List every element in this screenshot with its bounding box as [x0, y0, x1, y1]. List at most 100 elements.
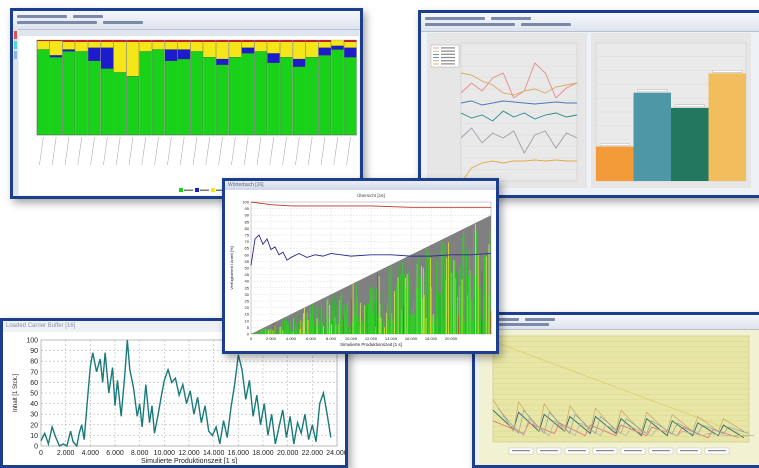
state-bar	[440, 295, 441, 334]
toolbar[interactable]	[13, 11, 360, 30]
state-bar	[318, 328, 319, 334]
state-bar	[423, 268, 424, 334]
state-bar	[414, 313, 415, 334]
state-bar	[314, 324, 315, 334]
state-bar	[399, 263, 400, 334]
bar-segment	[319, 42, 331, 48]
state-bar	[371, 289, 372, 334]
x-tick-label: 4.000	[286, 336, 297, 341]
bar-segment	[280, 42, 292, 57]
legend-text	[568, 450, 586, 451]
bar-segment	[50, 40, 62, 41]
state-bar	[286, 319, 287, 334]
bar-segment	[165, 40, 177, 42]
chart-title: Übersicht [16]	[357, 192, 385, 198]
data-label-box	[675, 105, 705, 107]
state-bar	[428, 253, 429, 334]
y-tick-label: 40	[30, 401, 38, 408]
state-bar	[359, 326, 360, 334]
y-axis-label: Inhalt [1 Stck.]	[13, 374, 19, 412]
state-bar	[370, 287, 371, 334]
bar-segment	[229, 42, 241, 57]
state-bar	[427, 248, 428, 334]
state-bar	[301, 321, 302, 334]
state-bar	[324, 329, 325, 334]
state-bar	[405, 278, 406, 334]
state-bar	[468, 276, 469, 334]
state-bar	[312, 305, 313, 334]
x-tick-label: 16.000	[228, 450, 250, 457]
state-bar	[328, 327, 329, 334]
state-bar	[299, 312, 300, 334]
state-bar	[329, 305, 330, 334]
state-bar	[467, 295, 468, 334]
state-bar	[383, 322, 384, 334]
bar-segment	[216, 59, 228, 65]
legend-text	[184, 190, 193, 192]
bar-segment	[50, 57, 62, 135]
x-tick-label: 8.000	[131, 450, 149, 457]
bar-segment	[101, 42, 113, 48]
data-label-box	[713, 70, 743, 72]
state-bar	[334, 294, 335, 334]
state-bar	[373, 288, 374, 334]
bar-segment	[127, 40, 139, 42]
x-tick-label: 2.000	[266, 336, 277, 341]
state-bar	[402, 263, 403, 334]
y-tick-label: 60	[30, 380, 38, 387]
legend-text	[441, 60, 455, 61]
bar-segment	[344, 42, 356, 48]
state-bar	[396, 284, 397, 334]
bar-segment	[75, 42, 87, 52]
state-bar	[401, 310, 402, 334]
state-bar	[480, 312, 481, 334]
bar-segment	[216, 40, 228, 42]
state-bar	[302, 322, 303, 334]
state-bar	[398, 277, 399, 334]
state-bar	[291, 321, 292, 334]
y-tick-label: 65	[245, 246, 250, 251]
side-tabs[interactable]	[13, 29, 18, 196]
bottom-right-window[interactable]	[472, 312, 759, 468]
state-bar	[317, 319, 318, 334]
state-bar	[447, 316, 448, 334]
x-tick-label: 10.000	[154, 450, 176, 457]
toolbar[interactable]	[475, 315, 759, 330]
bar-segment	[344, 48, 356, 58]
state-bar	[357, 296, 358, 334]
state-bar	[419, 289, 420, 334]
state-bar	[290, 330, 291, 334]
top-left-window[interactable]	[10, 8, 363, 199]
toolbar[interactable]	[421, 13, 759, 32]
state-bar	[476, 231, 477, 334]
state-bar	[280, 327, 281, 334]
state-bar	[306, 318, 307, 334]
y-tick-label: 5	[247, 325, 250, 330]
state-bar	[381, 318, 382, 334]
bar-chart-panel	[591, 33, 751, 188]
bar-segment	[280, 57, 292, 135]
state-bar	[297, 326, 298, 334]
bar-segment	[216, 65, 228, 135]
y-tick-label: 40	[245, 279, 250, 284]
state-bar	[488, 295, 489, 334]
state-bar	[427, 264, 428, 334]
x-tick-label: 16.000	[405, 336, 418, 341]
legend-swatch	[179, 188, 183, 192]
state-bar	[400, 315, 401, 334]
bar-segment	[101, 40, 113, 42]
state-bar	[319, 321, 320, 334]
state-bar	[404, 275, 405, 334]
state-bar	[283, 330, 284, 334]
x-tick-label: 8.000	[326, 336, 337, 341]
state-bar	[276, 330, 277, 334]
top-right-window[interactable]	[418, 10, 759, 198]
state-bar	[443, 319, 444, 334]
bar-segment	[191, 51, 203, 135]
bar-segment	[114, 40, 126, 42]
state-bar	[353, 284, 354, 334]
bar-segment	[63, 40, 75, 42]
legend-text	[441, 54, 455, 55]
legend-text	[441, 57, 455, 58]
